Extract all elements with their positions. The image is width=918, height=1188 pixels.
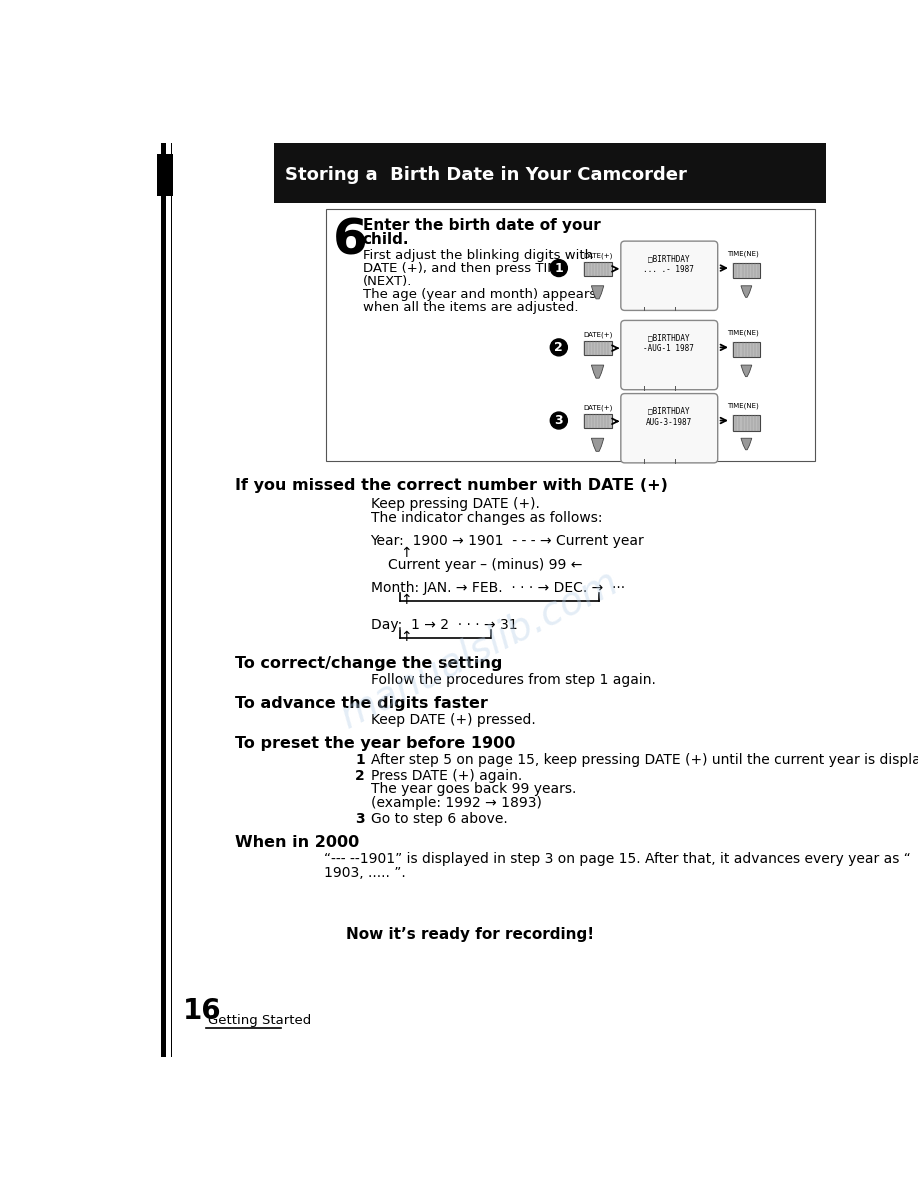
Polygon shape — [741, 286, 752, 297]
Text: DATE(+): DATE(+) — [583, 331, 612, 339]
Text: When in 2000: When in 2000 — [235, 835, 359, 849]
Text: 2: 2 — [554, 341, 564, 354]
Text: Follow the procedures from step 1 again.: Follow the procedures from step 1 again. — [371, 674, 655, 687]
Text: 16: 16 — [183, 997, 221, 1025]
Text: TIME(NE): TIME(NE) — [727, 249, 758, 257]
Text: Press DATE (+) again.: Press DATE (+) again. — [371, 769, 521, 783]
Text: DATE(+): DATE(+) — [583, 252, 612, 259]
Bar — [584, 261, 611, 276]
Text: 6: 6 — [333, 216, 368, 265]
Text: Getting Started: Getting Started — [207, 1013, 311, 1026]
Circle shape — [550, 412, 567, 429]
Text: Year:  1900 → 1901  - - - → Current year: Year: 1900 → 1901 - - - → Current year — [371, 533, 644, 548]
Text: Now it’s ready for recording!: Now it’s ready for recording! — [346, 927, 595, 942]
Text: 2: 2 — [355, 769, 364, 783]
Text: child.: child. — [363, 232, 409, 247]
Text: □BIRTHDAY: □BIRTHDAY — [648, 334, 689, 342]
Text: To preset the year before 1900: To preset the year before 1900 — [235, 737, 515, 751]
Text: TIME(NE): TIME(NE) — [727, 329, 758, 336]
Text: □BIRTHDAY: □BIRTHDAY — [648, 406, 689, 416]
Text: 3: 3 — [355, 811, 364, 826]
Text: The indicator changes as follows:: The indicator changes as follows: — [371, 511, 602, 525]
Text: The age (year and month) appears: The age (year and month) appears — [363, 289, 596, 301]
Bar — [733, 415, 760, 430]
Bar — [326, 209, 814, 461]
Text: ↑: ↑ — [400, 546, 411, 560]
Polygon shape — [741, 438, 752, 450]
Text: ↑: ↑ — [400, 593, 411, 607]
Text: The year goes back 99 years.: The year goes back 99 years. — [371, 783, 576, 796]
Bar — [733, 342, 760, 358]
Text: ... .- 1987: ... .- 1987 — [644, 265, 694, 274]
Text: If you missed the correct number with DATE (+): If you missed the correct number with DA… — [235, 479, 667, 493]
Text: manualslib.com: manualslib.com — [333, 563, 624, 735]
Text: “--- --1901” is displayed in step 3 on page 15. After that, it advances every ye: “--- --1901” is displayed in step 3 on p… — [324, 852, 911, 866]
Text: DATE (+), and then press TIME: DATE (+), and then press TIME — [363, 261, 566, 274]
Text: 3: 3 — [554, 415, 563, 426]
Bar — [584, 415, 611, 428]
Text: 1: 1 — [355, 753, 364, 767]
FancyBboxPatch shape — [621, 393, 718, 463]
Text: □BIRTHDAY: □BIRTHDAY — [648, 254, 689, 264]
Text: Day:  1 → 2  · · · → 31: Day: 1 → 2 · · · → 31 — [371, 618, 517, 632]
Text: when all the items are adjusted.: when all the items are adjusted. — [363, 302, 578, 314]
Bar — [162, 143, 166, 1057]
Text: Enter the birth date of your: Enter the birth date of your — [363, 219, 600, 233]
Text: Month: JAN. → FEB.  · · · → DEC. →  ···: Month: JAN. → FEB. · · · → DEC. → ··· — [371, 581, 624, 595]
Text: Storing a  Birth Date in Your Camcorder: Storing a Birth Date in Your Camcorder — [285, 166, 688, 184]
Text: DATE(+): DATE(+) — [583, 405, 612, 411]
Text: 1: 1 — [554, 261, 564, 274]
Text: ↑: ↑ — [400, 630, 411, 644]
Circle shape — [550, 339, 567, 356]
Text: Current year – (minus) 99 ←: Current year – (minus) 99 ← — [387, 557, 582, 571]
Text: To advance the digits faster: To advance the digits faster — [235, 696, 487, 712]
Text: To correct/change the setting: To correct/change the setting — [235, 656, 502, 671]
Text: Keep DATE (+) pressed.: Keep DATE (+) pressed. — [371, 713, 535, 727]
Bar — [171, 143, 172, 1057]
Text: After step 5 on page 15, keep pressing DATE (+) until the current year is displa: After step 5 on page 15, keep pressing D… — [371, 753, 918, 767]
Text: 1903, ..... ”.: 1903, ..... ”. — [324, 866, 406, 879]
Text: Go to step 6 above.: Go to step 6 above. — [371, 811, 508, 826]
Text: AUG-3-1987: AUG-3-1987 — [645, 417, 692, 426]
FancyBboxPatch shape — [621, 321, 718, 390]
Bar — [157, 154, 173, 196]
Polygon shape — [591, 286, 604, 299]
Text: First adjust the blinking digits with: First adjust the blinking digits with — [363, 248, 593, 261]
Text: (NEXT).: (NEXT). — [363, 274, 412, 287]
Text: TIME(NE): TIME(NE) — [727, 403, 758, 409]
Bar — [274, 143, 826, 203]
Text: (example: 1992 → 1893): (example: 1992 → 1893) — [371, 796, 542, 810]
Bar — [584, 341, 611, 355]
FancyBboxPatch shape — [621, 241, 718, 310]
Polygon shape — [591, 438, 604, 451]
Polygon shape — [591, 365, 604, 378]
Circle shape — [550, 260, 567, 277]
Text: -AUG-1 1987: -AUG-1 1987 — [644, 345, 694, 353]
Text: Keep pressing DATE (+).: Keep pressing DATE (+). — [371, 497, 540, 511]
Bar — [733, 263, 760, 278]
Polygon shape — [741, 365, 752, 377]
